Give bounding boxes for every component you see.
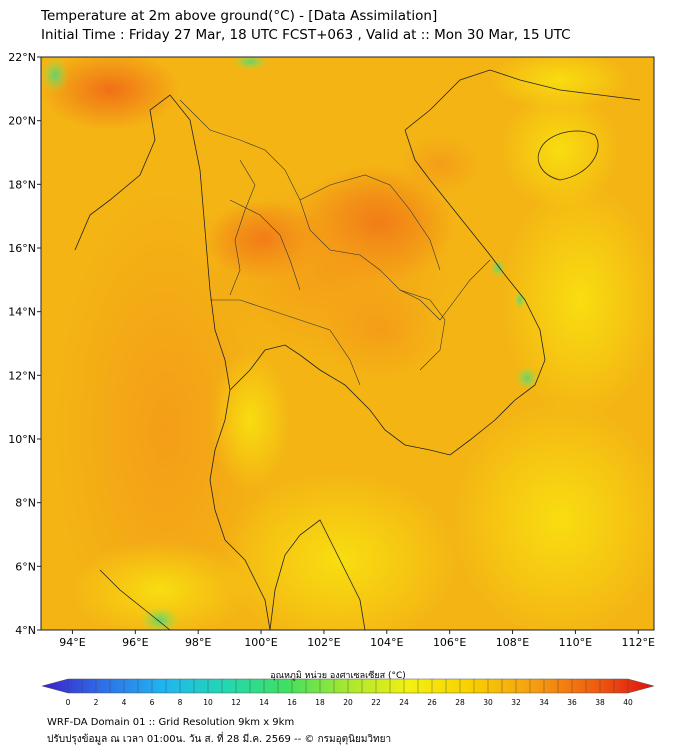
- latitude-axis: 22°N 20°N 18°N 16°N 14°N 12°N 10°N 8°N 6°N 4°N: [8, 51, 41, 637]
- colorbar-tick-label: 6: [150, 698, 155, 707]
- lat-label: 4°N: [15, 624, 36, 637]
- colorbar-tick-label: 28: [455, 698, 465, 707]
- colorbar-tick-label: 20: [343, 698, 353, 707]
- colorbar-tick-label: 2: [94, 698, 99, 707]
- map-title: Temperature at 2m above ground(°C) - [Da…: [41, 8, 438, 24]
- colorbar-tick-label: 24: [399, 698, 409, 707]
- longitude-axis: 94°E 96°E 98°E 100°E 102°E 104°E 106°E 108°E 110…: [59, 630, 655, 649]
- colorbar-tick-label: 4: [122, 698, 127, 707]
- lon-label: 104°E: [370, 636, 403, 649]
- colorbar-tick-label: 10: [203, 698, 213, 707]
- lat-label: 22°N: [8, 51, 36, 64]
- lat-label: 6°N: [15, 560, 36, 573]
- frame: [40, 56, 655, 631]
- colorbar-tick-label: 12: [231, 698, 241, 707]
- colorbar-title: อุณหภูมิ หน่วย องศาเซลเซียส (°C): [270, 671, 406, 681]
- lat-label: 20°N: [8, 115, 36, 128]
- colorbar-tick-label: 8: [178, 698, 183, 707]
- colorbar-tick-label: 26: [427, 698, 437, 707]
- colorbar-tick-label: 38: [595, 698, 605, 707]
- lon-label: 108°E: [496, 636, 529, 649]
- lon-label: 94°E: [59, 636, 85, 649]
- colorbar-tick-label: 16: [287, 698, 297, 707]
- coastlines: [74, 69, 641, 630]
- lat-label: 16°N: [8, 242, 36, 255]
- colorbar-tick-label: 0: [66, 698, 71, 707]
- lat-label: 18°N: [8, 178, 36, 191]
- colorbar-ticks: 0 2 4 6 8 10 12 14 16 18 20 22 24 26 28 30 32 34 36 38 40: [66, 679, 633, 707]
- footer-update-info: ปรับปรุงข้อมูล ณ เวลา 01:00น. วัน ส. ที่…: [47, 734, 392, 745]
- lat-label: 14°N: [8, 306, 36, 319]
- colorbar: 0 2 4 6 8 10 12 14 16 18 20 22 24 26 28 30 32 34 36 38 40: [41, 678, 655, 707]
- temperature-field: [41, 57, 654, 630]
- lon-label: 112°E: [622, 636, 655, 649]
- colorbar-tick-label: 34: [539, 698, 549, 707]
- lon-label: 96°E: [122, 636, 148, 649]
- lon-label: 110°E: [559, 636, 592, 649]
- colorbar-tick-label: 30: [483, 698, 493, 707]
- footer-model-info: WRF-DA Domain 01 :: Grid Resolution 9km …: [47, 717, 295, 728]
- lat-label: 12°N: [8, 369, 36, 382]
- lon-label: 106°E: [433, 636, 466, 649]
- colorbar-tick-label: 18: [315, 698, 325, 707]
- country-borders: [179, 99, 491, 386]
- map-subtitle: Initial Time : Friday 27 Mar, 18 UTC FCS…: [41, 27, 571, 43]
- lon-label: 100°E: [244, 636, 277, 649]
- colorbar-tick-label: 32: [511, 698, 521, 707]
- colorbar-tick-label: 14: [259, 698, 269, 707]
- colorbar-tick-label: 36: [567, 698, 577, 707]
- lat-label: 10°N: [8, 433, 36, 446]
- colorbar-tick-label: 22: [371, 698, 381, 707]
- lon-label: 102°E: [307, 636, 340, 649]
- colorbar-tick-label: 40: [623, 698, 633, 707]
- lon-label: 98°E: [185, 636, 211, 649]
- lat-label: 8°N: [15, 497, 36, 510]
